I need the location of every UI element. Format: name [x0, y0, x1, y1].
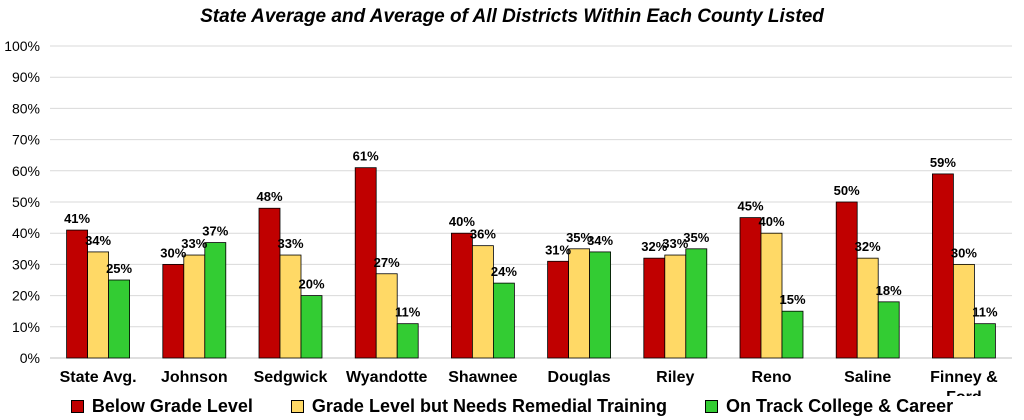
data-labels: 41%34%25%30%33%37%48%33%20%61%27%11%40%3… [64, 149, 998, 320]
x-axis: State Avg. Johnson Sedgwick Wyandotte Shawne… [60, 369, 999, 396]
legend-label: Below Grade Level [91, 396, 253, 416]
y-tick-label: 20% [12, 288, 40, 304]
bar [664, 254, 687, 359]
category-label: Shawnee [448, 369, 517, 386]
bar [739, 217, 762, 359]
data-label: 18% [876, 283, 902, 298]
bar [108, 279, 130, 359]
bar [685, 248, 708, 359]
y-tick-label: 90% [12, 69, 40, 85]
bar [835, 201, 858, 359]
bars [66, 167, 996, 359]
legend-swatch [705, 400, 719, 413]
bar [354, 167, 377, 359]
category-label: Ford [946, 389, 982, 396]
data-label: 34% [85, 233, 111, 248]
category-label: Finney & [930, 369, 998, 386]
y-tick-label: 60% [12, 163, 40, 179]
bar [856, 257, 879, 359]
data-label: 30% [160, 245, 186, 260]
category-label: Sedgwick [254, 369, 328, 386]
data-label: 59% [930, 155, 956, 170]
data-label: 11% [972, 305, 998, 320]
bar [568, 248, 590, 359]
bar [760, 232, 783, 359]
category-label: Reno [752, 369, 792, 386]
category-label: Saline [844, 369, 891, 386]
data-label: 11% [395, 305, 421, 320]
data-label: 40% [758, 214, 784, 229]
category-label: Wyandotte [346, 369, 428, 386]
bar [204, 242, 227, 359]
bar [279, 254, 302, 359]
bar [492, 282, 515, 359]
bar [375, 273, 398, 359]
data-label: 32% [641, 239, 667, 254]
legend-item: Below Grade Level [70, 396, 253, 417]
category-label: Douglas [548, 369, 611, 386]
bar [258, 207, 281, 359]
data-label: 25% [106, 261, 132, 276]
category-label: Riley [656, 369, 694, 386]
y-tick-label: 70% [12, 132, 40, 148]
data-label: 45% [737, 199, 763, 214]
data-label: 37% [202, 224, 228, 239]
bar [396, 323, 419, 359]
y-tick-label: 0% [20, 350, 40, 366]
data-label: 36% [470, 227, 496, 242]
category-label: Johnson [161, 369, 228, 386]
data-label: 31% [545, 242, 571, 257]
data-label: 40% [449, 214, 475, 229]
data-label: 34% [587, 233, 613, 248]
legend-item: On Track College & Career [705, 396, 953, 417]
y-tick-label: 100% [4, 38, 40, 54]
data-label: 61% [353, 149, 379, 164]
category-label: State Avg. [60, 369, 137, 386]
data-label: 27% [374, 255, 400, 270]
data-label: 32% [855, 239, 881, 254]
legend-label: Grade Level but Needs Remedial Training [311, 396, 668, 416]
bar [953, 263, 975, 359]
bar-chart: 0% 10% 20% 30% 40% 50% 60% 70% 80% 90% 100% 41% 34%… [4, 38, 1012, 396]
legend: Below Grade Level Grade Level but Needs R… [0, 396, 1024, 417]
bar [589, 251, 611, 359]
bar [781, 310, 804, 359]
y-axis: 0% 10% 20% 30% 40% 50% 60% 70% 80% 90% 100% [4, 38, 40, 366]
data-label: 20% [298, 277, 324, 292]
bar [932, 173, 954, 359]
bar [643, 257, 666, 359]
data-label: 48% [256, 189, 282, 204]
data-label: 50% [834, 183, 860, 198]
data-label: 30% [951, 245, 977, 260]
bar [450, 232, 473, 359]
data-label: 33% [181, 236, 207, 251]
bar [547, 260, 569, 359]
data-label: 24% [491, 264, 517, 279]
bar [183, 254, 206, 359]
bar [66, 229, 88, 359]
y-tick-label: 80% [12, 100, 40, 116]
y-tick-label: 10% [12, 319, 40, 335]
bar [162, 263, 185, 359]
bar [471, 245, 494, 359]
data-label: 35% [566, 230, 592, 245]
legend-swatch [290, 400, 304, 413]
legend-label: On Track College & Career [726, 396, 954, 416]
data-label: 15% [779, 292, 805, 307]
data-label: 33% [277, 236, 303, 251]
data-label: 33% [662, 236, 688, 251]
bar [877, 301, 900, 359]
bar [974, 323, 996, 359]
y-tick-label: 50% [12, 194, 40, 210]
bar [300, 295, 323, 359]
y-tick-label: 40% [12, 225, 40, 241]
y-tick-label: 30% [12, 256, 40, 272]
legend-swatch [70, 400, 84, 413]
data-label: 35% [683, 230, 709, 245]
chart-title: State Average and Average of All Distric… [200, 6, 824, 27]
data-label: 41% [64, 211, 90, 226]
legend-item: Grade Level but Needs Remedial Training [290, 396, 668, 417]
